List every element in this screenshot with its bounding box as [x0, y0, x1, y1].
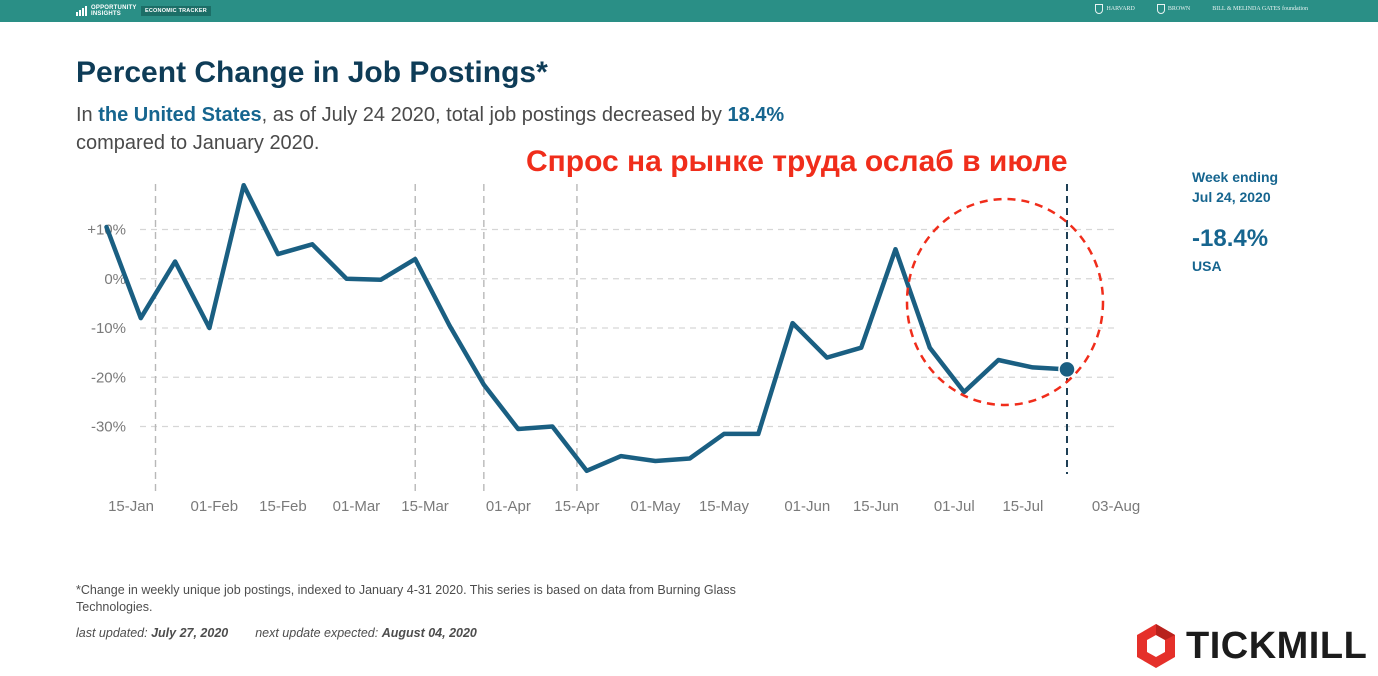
highlight-circle	[905, 197, 1105, 407]
x-tick-label: 15-Mar	[401, 498, 449, 515]
partner-logos: HARVARD BROWN BILL & MELINDA GATES found…	[1095, 4, 1308, 14]
bar-chart-icon	[76, 6, 87, 16]
series-line	[104, 182, 1070, 474]
x-tick-label: 01-Jul	[934, 498, 975, 515]
next-update-date: August 04, 2020	[381, 626, 477, 640]
gates-foundation-logo[interactable]: BILL & MELINDA GATES foundation	[1212, 6, 1308, 12]
x-tick-label: 15-Jan	[108, 498, 154, 515]
y-tick-label: 0%	[104, 271, 126, 288]
subtitle-prefix: In	[76, 104, 99, 126]
next-update-label: next update expected:	[255, 626, 379, 640]
tickmill-label: TICKMILL	[1186, 624, 1368, 667]
harvard-crest-icon	[1095, 4, 1104, 14]
x-tick-label: 01-Mar	[333, 498, 381, 515]
callout-geo: USA	[1192, 258, 1222, 274]
x-tick-label: 01-Jun	[784, 498, 830, 515]
y-tick-label: -10%	[91, 320, 126, 337]
page-title: Percent Change in Job Postings*	[76, 56, 548, 89]
brown-crest-icon	[1156, 4, 1165, 14]
current-value-point	[1058, 360, 1076, 379]
callout-label: Week ending	[1192, 169, 1279, 185]
update-info: last updated: July 27, 2020 next update …	[76, 626, 477, 640]
callout-date: Jul 24, 2020	[1192, 189, 1271, 205]
subtitle-suffix: compared to January 2020.	[76, 132, 320, 154]
last-updated-label: last updated:	[76, 626, 148, 640]
x-tick-label: 03-Aug	[1092, 498, 1140, 515]
callout-week: Week ending Jul 24, 2020	[1192, 167, 1278, 207]
brand-name: OPPORTUNITY INSIGHTS	[91, 5, 137, 17]
x-tick-label: 15-Jul	[1002, 498, 1043, 515]
x-tick-label: 01-May	[630, 498, 681, 515]
y-tick-label: -30%	[91, 419, 126, 436]
x-tick-label: 15-Feb	[259, 498, 307, 515]
x-tick-label: 01-Apr	[486, 498, 531, 515]
tickmill-logo: TICKMILL	[1134, 622, 1367, 670]
x-tick-label: 15-May	[699, 498, 750, 515]
footnote: *Change in weekly unique job postings, i…	[76, 583, 736, 614]
x-tick-label: 15-Jun	[853, 498, 899, 515]
gates-foundation-label: BILL & MELINDA GATES foundation	[1212, 6, 1308, 12]
brown-logo[interactable]: BROWN	[1156, 4, 1191, 14]
top-bar: OPPORTUNITY INSIGHTS ECONOMIC TRACKER HA…	[0, 0, 1378, 22]
x-tick-label: 15-Apr	[554, 498, 599, 515]
geo-selector[interactable]: the United States	[98, 104, 262, 126]
page-subtitle: In the United States, as of July 24 2020…	[76, 101, 816, 157]
harvard-logo[interactable]: HARVARD	[1095, 4, 1135, 14]
brand-tag: ECONOMIC TRACKER	[141, 6, 211, 16]
opportunity-insights-logo[interactable]: OPPORTUNITY INSIGHTS ECONOMIC TRACKER	[76, 4, 211, 18]
y-tick-label: -20%	[91, 369, 126, 386]
last-updated-date: July 27, 2020	[151, 626, 229, 640]
harvard-label: HARVARD	[1106, 6, 1135, 12]
annotation-text: Спрос на рынке труда ослаб в июле	[526, 145, 1068, 178]
x-tick-label: 01-Feb	[191, 498, 239, 515]
brown-label: BROWN	[1167, 6, 1191, 12]
subtitle-value: 18.4%	[727, 104, 785, 126]
tickmill-hexagon-icon	[1137, 624, 1175, 668]
callout-value: -18.4%	[1192, 225, 1269, 252]
subtitle-middle: , as of July 24 2020, total job postings…	[261, 104, 728, 126]
